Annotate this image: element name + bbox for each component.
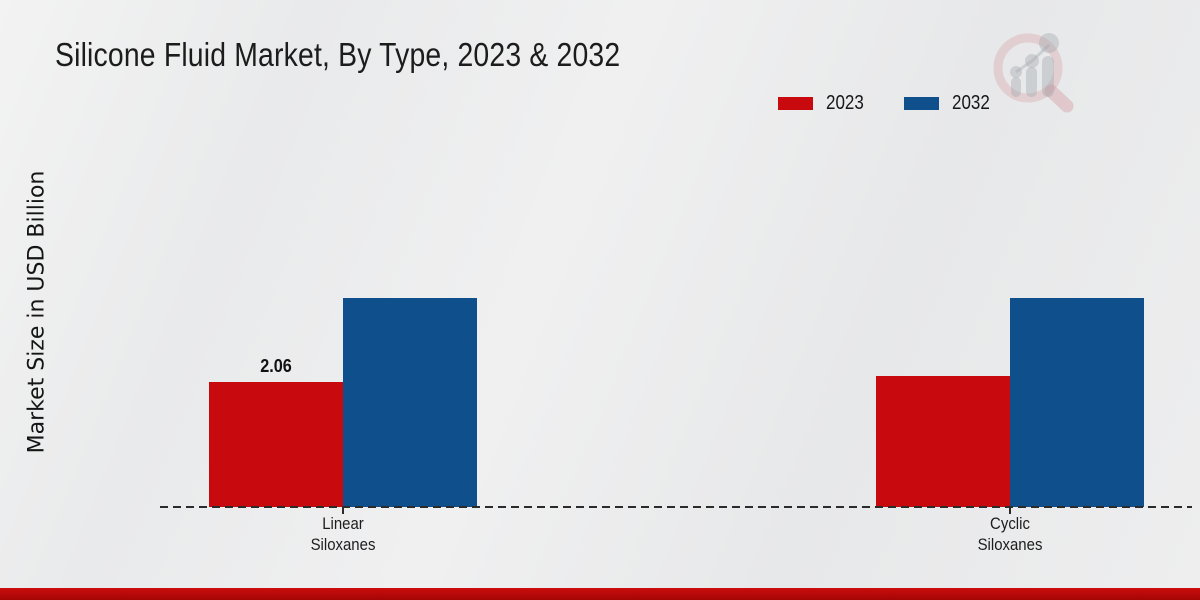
x-axis-baseline [160, 506, 1192, 508]
x-axis-label-linear-siloxanes: Linear Siloxanes [310, 514, 376, 554]
magnifier-logo-watermark [993, 33, 1074, 113]
legend-label: 2023 [826, 92, 864, 114]
bar-2023-cyclic-siloxanes [876, 375, 1010, 507]
legend-swatch-2023 [778, 97, 813, 110]
bar-2032-cyclic-siloxanes [1010, 298, 1144, 507]
legend-label: 2032 [951, 92, 990, 114]
x-axis-tick-linear-siloxanes [342, 508, 344, 514]
x-axis-label-cyclic-siloxanes: Cyclic Siloxanes [977, 514, 1043, 554]
x-axis-tick-cyclic-siloxanes [1009, 508, 1011, 514]
bar-2032-linear-siloxanes [343, 298, 477, 507]
chart-title: Silicone Fluid Market, By Type, 2023 & 2… [55, 36, 621, 73]
legend-swatch-2032 [903, 97, 939, 110]
bar-2023-linear-siloxanes [209, 381, 343, 507]
legend: 2023 2032 [778, 92, 996, 115]
legend-item-2032: 2032 [903, 92, 997, 115]
footer-banner [0, 588, 1200, 600]
bar-value-label-2023-linear-siloxanes: 2.06 [260, 355, 292, 376]
legend-item-2023: 2023 [778, 92, 871, 115]
